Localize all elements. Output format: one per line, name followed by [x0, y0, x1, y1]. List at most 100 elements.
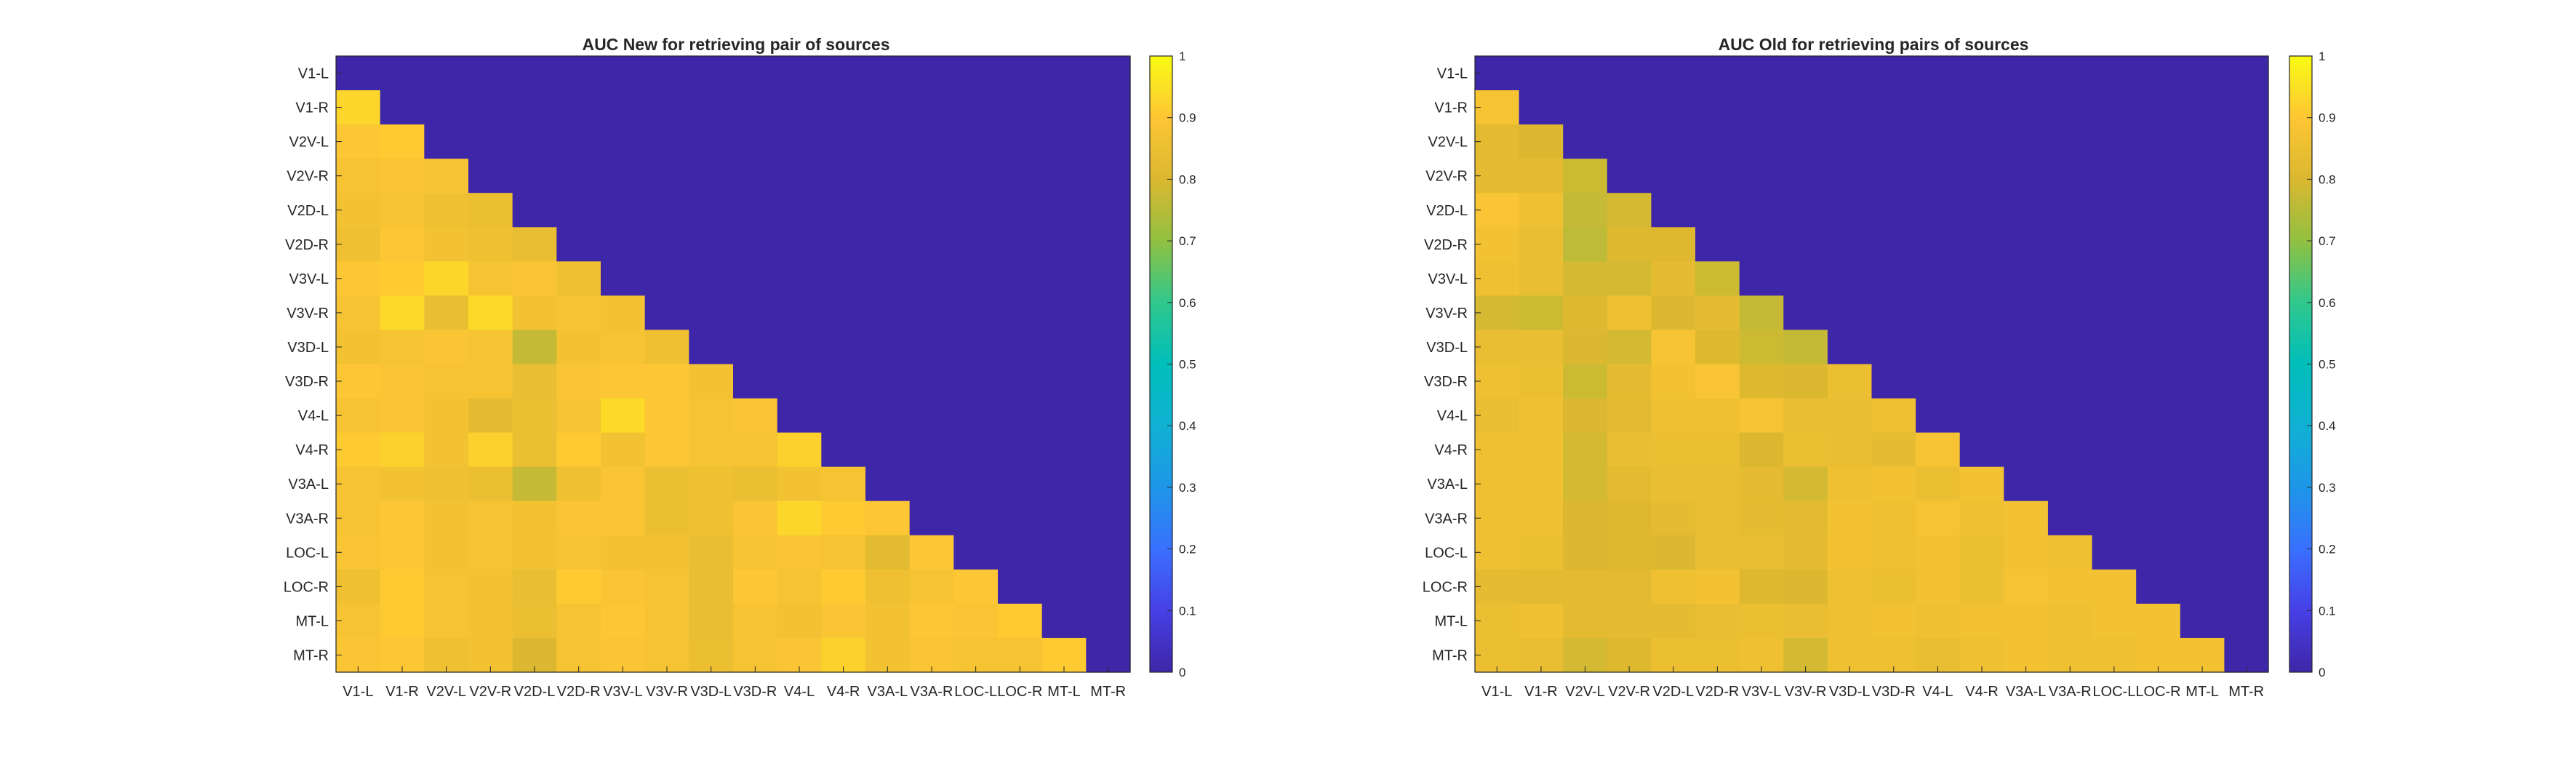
- heatmap-cell: [1783, 432, 1828, 468]
- heatmap-cell: [689, 193, 734, 228]
- heatmap-cell: [2047, 90, 2093, 125]
- heatmap-cell: [1916, 295, 1961, 331]
- heatmap-cell: [1916, 500, 1961, 536]
- heatmap-cell: [1871, 124, 1916, 159]
- heatmap-cell: [1739, 124, 1784, 159]
- colorbar-tick-label: 0.6: [2319, 296, 2336, 310]
- heatmap-cell: [512, 364, 557, 399]
- heatmap-cell: [777, 535, 822, 570]
- heatmap-cell: [1651, 364, 1696, 399]
- heatmap-cell: [1695, 193, 1740, 228]
- x-tick-label: V4-L: [1922, 684, 1953, 700]
- heatmap-cell: [821, 56, 866, 91]
- heatmap-cell: [424, 193, 469, 228]
- heatmap-cell: [777, 330, 822, 365]
- heatmap-cell: [821, 603, 866, 639]
- heatmap-cell: [2047, 295, 2093, 331]
- heatmap-cell: [689, 90, 734, 125]
- heatmap-cell: [1563, 227, 1608, 262]
- x-tick-label: LOC-L: [2092, 684, 2135, 700]
- heatmap-cell: [1519, 295, 1564, 331]
- heatmap-cell: [821, 330, 866, 365]
- heatmap-cell: [1959, 261, 2004, 296]
- heatmap-cell: [821, 261, 866, 296]
- heatmap-cell: [998, 500, 1043, 536]
- heatmap-cell: [1519, 330, 1564, 365]
- heatmap-cell: [468, 124, 513, 159]
- y-tick-label: V1-R: [295, 100, 329, 116]
- heatmap-cell: [1695, 295, 1740, 331]
- heatmap-cell: [2004, 227, 2049, 262]
- heatmap-cell: [1783, 603, 1828, 639]
- heatmap-cell: [1607, 193, 1652, 228]
- colorbar-tick-label: 0.1: [2319, 604, 2336, 618]
- heatmap-cell: [1695, 535, 1740, 570]
- y-tick-label: MT-R: [1432, 647, 1468, 663]
- heatmap-cell: [1783, 466, 1828, 502]
- x-tick-label: V4-L: [784, 684, 815, 700]
- heatmap-cell: [2136, 90, 2181, 125]
- heatmap-cell: [865, 535, 911, 570]
- y-tick-label: V3D-R: [285, 374, 329, 390]
- x-tick-label: LOC-L: [954, 684, 997, 700]
- heatmap-cell: [1041, 56, 1087, 91]
- heatmap-cell: [2224, 90, 2269, 125]
- heatmap-cell: [733, 90, 778, 125]
- heatmap-cell: [1783, 124, 1828, 159]
- heatmap-cell: [380, 500, 425, 536]
- heatmap-cell: [1041, 295, 1087, 331]
- heatmap-cell: [2180, 535, 2225, 570]
- heatmap-cell: [865, 90, 911, 125]
- heatmap-cell: [601, 535, 646, 570]
- heatmap-cell: [1519, 227, 1564, 262]
- heatmap-cell: [424, 603, 469, 639]
- heatmap-cell: [644, 398, 689, 434]
- heatmap-cell: [2092, 261, 2137, 296]
- heatmap-cell: [1475, 295, 1520, 331]
- heatmap-cell: [1519, 261, 1564, 296]
- heatmap-cell: [1607, 364, 1652, 399]
- heatmap-cell: [777, 569, 822, 605]
- heatmap-cell: [1871, 90, 1916, 125]
- colorbar-tick-label: 0: [1179, 666, 1185, 679]
- heatmap-cell: [1563, 398, 1608, 434]
- heatmap-cell: [909, 466, 954, 502]
- heatmap-cell: [2136, 569, 2181, 605]
- heatmap-cell: [2047, 227, 2093, 262]
- heatmap-cell: [998, 432, 1043, 468]
- heatmap-cell: [953, 500, 999, 536]
- heatmap-cell: [601, 227, 646, 262]
- heatmap-cell: [644, 90, 689, 125]
- colorbar-tick-label: 0.8: [1179, 172, 1196, 186]
- y-tick-label: MT-L: [295, 613, 329, 629]
- heatmap-cell: [1041, 500, 1087, 536]
- axes-frame: [1474, 55, 2269, 673]
- colorbar-tick-label: 1: [1179, 49, 1185, 63]
- heatmap-cell: [733, 398, 778, 434]
- heatmap-cell: [336, 90, 381, 125]
- heatmap-cell: [821, 569, 866, 605]
- heatmap-cell: [865, 56, 911, 91]
- heatmap-cell: [1519, 535, 1564, 570]
- y-tick-label: V3V-R: [1425, 306, 1468, 322]
- heatmap-cell: [1695, 261, 1740, 296]
- heatmap-cell: [689, 330, 734, 365]
- heatmap-cell: [1783, 159, 1828, 194]
- heatmap-cell: [1086, 193, 1131, 228]
- heatmap-cell: [1695, 159, 1740, 194]
- heatmap-cell: [1651, 124, 1696, 159]
- heatmap-cell: [733, 261, 778, 296]
- heatmap-cell: [2180, 432, 2225, 468]
- heatmap-cell: [2004, 535, 2049, 570]
- heatmap-cell: [1475, 159, 1520, 194]
- heatmap-panel-old: AUC Old for retrieving pairs of sources …: [1423, 35, 2336, 700]
- heatmap-cell: [2180, 261, 2225, 296]
- heatmap-cell: [1695, 569, 1740, 605]
- heatmap-cell: [424, 398, 469, 434]
- heatmap-cell: [1086, 56, 1131, 91]
- heatmap-cell: [2180, 56, 2225, 91]
- heatmap-cell: [777, 432, 822, 468]
- heatmap-cell: [1607, 603, 1652, 639]
- heatmap-cell: [953, 90, 999, 125]
- heatmap-cell: [909, 330, 954, 365]
